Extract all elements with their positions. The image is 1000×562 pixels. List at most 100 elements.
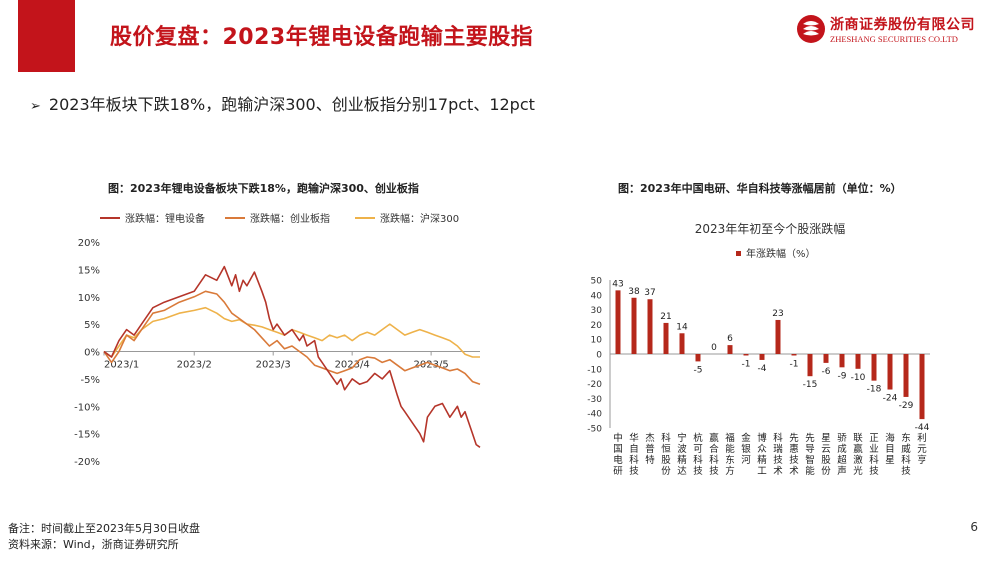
svg-text:智: 智	[805, 454, 815, 466]
y-tick-label: 10%	[78, 293, 100, 304]
y-tick-label: -40	[587, 410, 602, 420]
svg-text:科: 科	[901, 454, 911, 466]
page-number: 6	[970, 520, 978, 534]
data-label: 0	[711, 343, 717, 353]
bar-20	[919, 354, 925, 420]
y-tick-label: -20%	[74, 457, 100, 468]
legend-item-2: 涨跌幅：创业板指	[225, 212, 330, 225]
svg-text:宁: 宁	[677, 432, 687, 444]
data-label: 23	[772, 309, 783, 319]
svg-text:金: 金	[741, 432, 751, 444]
data-label: -15	[803, 380, 818, 390]
bar-19	[903, 354, 909, 397]
bar-3	[647, 299, 653, 354]
svg-text:正: 正	[869, 433, 879, 444]
summary-bullet-text: 2023年板块下跌18%，跑输沪深300、创业板指分别17pct、12pct	[48, 95, 535, 114]
svg-text:特: 特	[645, 454, 655, 466]
x-tick-label: 2023/1	[104, 360, 139, 371]
y-tick-label: -10	[587, 365, 602, 375]
y-tick-label: -20	[587, 380, 602, 390]
bar-15	[839, 354, 845, 368]
bar-1	[615, 290, 621, 354]
bar-10	[759, 354, 765, 360]
line-chart: 涨跌幅：锂电设备 涨跌幅：创业板指 涨跌幅：沪深300 20% 15% 10% 5% 0% -5…	[74, 212, 481, 468]
svg-text:能: 能	[805, 465, 815, 477]
data-label: 14	[676, 322, 688, 332]
bar-8	[727, 345, 733, 354]
y-tick-label: 0	[596, 351, 602, 361]
svg-text:河: 河	[741, 454, 751, 466]
svg-text:声: 声	[837, 465, 847, 477]
y-tick-label: 0%	[84, 348, 100, 359]
y-tick-label: 20%	[78, 238, 100, 249]
svg-text:中: 中	[613, 432, 623, 444]
svg-text:先: 先	[805, 432, 815, 444]
svg-text:骄: 骄	[837, 432, 847, 444]
category-label: 利元亨	[917, 432, 927, 466]
svg-text:技: 技	[709, 465, 719, 477]
y-tick-label: -50	[587, 425, 602, 435]
svg-text:杭: 杭	[693, 432, 703, 444]
svg-text:利: 利	[917, 432, 927, 444]
svg-text:成: 成	[837, 443, 847, 455]
x-tick-label: 2023/4	[335, 360, 370, 371]
svg-text:恒: 恒	[661, 443, 671, 455]
y-tick-label: -10%	[74, 402, 100, 413]
series-line-3	[103, 306, 480, 358]
x-tick-label: 2023/5	[414, 360, 449, 371]
svg-text:科: 科	[661, 432, 671, 444]
data-label: -18	[867, 385, 882, 395]
svg-text:科: 科	[629, 454, 639, 466]
bar-2	[631, 297, 637, 354]
svg-text:福: 福	[725, 432, 735, 444]
bar-12	[791, 354, 797, 356]
svg-text:瑞: 瑞	[773, 443, 783, 455]
bar-4	[663, 322, 669, 354]
svg-text:业: 业	[869, 444, 879, 455]
category-label: 金银河	[741, 432, 751, 466]
svg-text:达: 达	[677, 465, 687, 477]
data-label: -44	[915, 423, 930, 433]
y-tick-label: 5%	[84, 320, 100, 331]
zheshang-logo-icon	[797, 15, 825, 43]
svg-text:技: 技	[773, 454, 783, 466]
company-logo: 浙商证券股份有限公司 ZHESHANG SECURITIES CO.LTD	[796, 12, 975, 52]
series-line-1	[103, 265, 481, 448]
svg-text:术: 术	[789, 465, 799, 477]
bar-5	[679, 333, 685, 354]
x-tick-label: 2023/2	[177, 360, 212, 371]
svg-text:惠: 惠	[789, 443, 799, 455]
svg-text:博: 博	[757, 432, 767, 444]
svg-text:东: 东	[901, 432, 911, 444]
svg-text:目: 目	[885, 444, 895, 455]
svg-text:电: 电	[613, 454, 623, 466]
y-tick-label: 50	[591, 277, 603, 287]
logo-company-name-en: ZHESHANG SECURITIES CO.LTD	[830, 34, 958, 44]
svg-text:导: 导	[805, 444, 815, 455]
legend-label: 涨跌幅：沪深300	[380, 212, 459, 225]
bar-chart-subtitle: 2023年年初至今个股涨跌幅	[695, 221, 846, 236]
bar-13	[807, 354, 813, 377]
data-label: 21	[660, 312, 671, 322]
svg-text:亨: 亨	[917, 454, 927, 466]
line-chart-title: 图：2023年锂电设备板块下跌18%，跑输沪深300、创业板指	[108, 182, 419, 195]
data-label: -5	[694, 365, 703, 375]
svg-text:科: 科	[709, 454, 719, 466]
svg-text:术: 术	[773, 465, 783, 477]
svg-text:技: 技	[629, 465, 639, 477]
legend-swatch	[736, 251, 741, 256]
bar-17	[871, 354, 877, 381]
svg-text:工: 工	[757, 466, 767, 477]
svg-text:东: 东	[725, 454, 735, 466]
data-label: -9	[838, 371, 847, 381]
data-label: 37	[644, 288, 655, 298]
data-label: 43	[612, 279, 623, 289]
bar-legend: 年涨跌幅（%）	[736, 247, 816, 260]
series-line-2	[103, 290, 481, 386]
svg-text:光: 光	[853, 465, 863, 477]
